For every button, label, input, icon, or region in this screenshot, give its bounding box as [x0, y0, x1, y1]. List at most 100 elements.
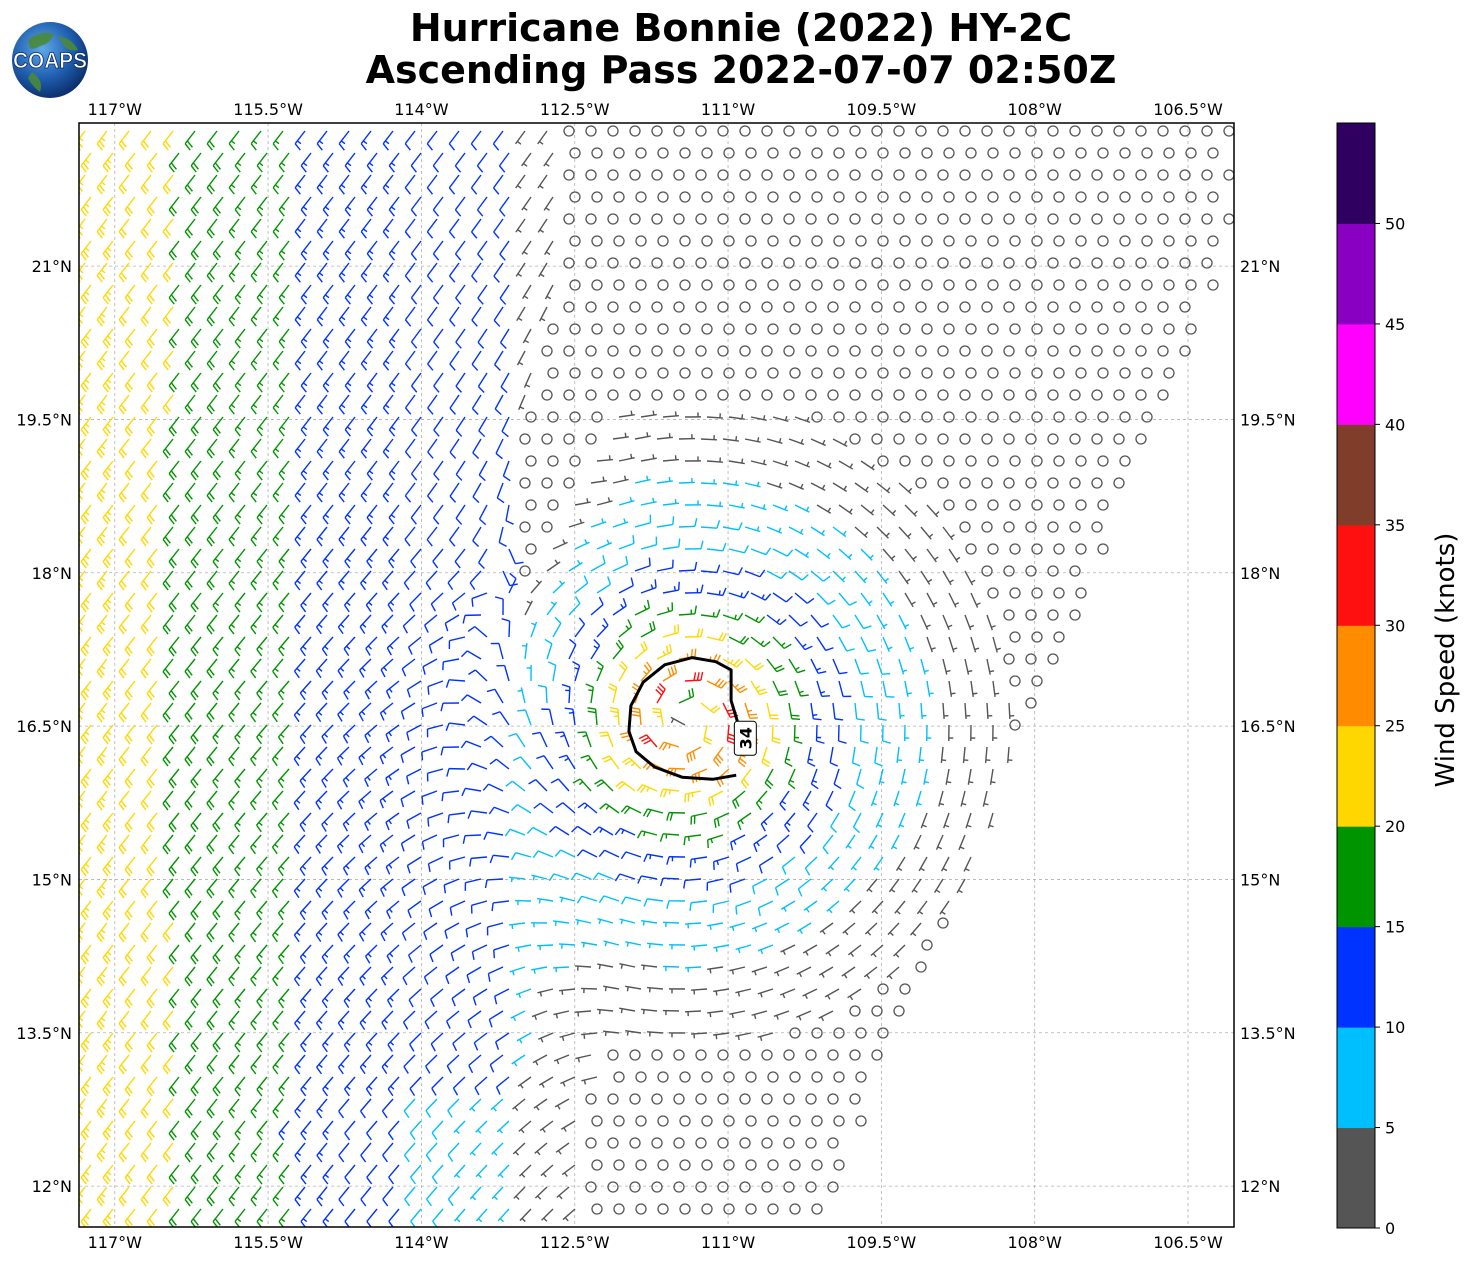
wind-barb [316, 1098, 328, 1119]
wind-barb [552, 580, 566, 594]
wind-barb [745, 367, 757, 379]
wind-barb [871, 301, 883, 313]
wind-barb [322, 1076, 334, 1097]
wind-barb [1047, 169, 1059, 181]
wind-barb [783, 389, 795, 401]
wind-barb [512, 756, 532, 770]
wind-barb [212, 1076, 224, 1097]
wind-barb [338, 438, 350, 459]
wind-barb [212, 196, 224, 217]
wind-barb [124, 504, 136, 525]
wind-barb [942, 614, 953, 631]
wind-barb [477, 328, 488, 349]
wind-barb [678, 434, 696, 440]
wind-barb [920, 812, 928, 829]
wind-barb [868, 834, 878, 850]
wind-barb [739, 125, 751, 137]
wind-barb [206, 438, 218, 459]
wind-barb [228, 922, 240, 943]
wind-barb [920, 570, 933, 585]
wind-barb [827, 257, 839, 269]
wind-barb [943, 812, 950, 829]
wind-barb [102, 152, 114, 173]
wind-barb [965, 499, 977, 511]
lat-tick-label-left: 19.5°N [16, 410, 72, 429]
wind-barb [102, 680, 114, 701]
wind-barb [206, 614, 218, 635]
wind-barb [124, 900, 136, 921]
wind-barb [336, 834, 350, 854]
wind-barb [1135, 257, 1147, 269]
wind-barb [321, 680, 334, 701]
wind-barb [1003, 169, 1015, 181]
wind-barb [212, 680, 224, 701]
wind-barb [102, 636, 114, 657]
wind-barb [943, 411, 955, 423]
wind-barb [533, 802, 554, 814]
wind-barb [360, 1142, 372, 1163]
lon-tick-label-bottom: 117°W [88, 1233, 143, 1252]
wind-barb [750, 680, 768, 696]
wind-barb [1047, 389, 1059, 401]
wind-barb [1003, 521, 1015, 533]
wind-barb [596, 576, 612, 594]
wind-barb [278, 944, 290, 965]
wind-barb [1003, 433, 1015, 445]
wind-barb [992, 680, 1000, 697]
wind-barb [684, 412, 702, 418]
wind-barb [425, 570, 438, 591]
wind-barb [79, 1010, 86, 1031]
wind-barb [428, 636, 444, 654]
wind-barb [959, 301, 971, 313]
wind-barb [629, 125, 641, 137]
wind-barb [772, 680, 788, 697]
wind-barb [796, 1010, 812, 1021]
wind-barb [250, 438, 262, 459]
wind-barb [228, 1054, 240, 1075]
wind-barb [965, 279, 977, 291]
wind-barb [124, 680, 136, 701]
wind-barb [206, 130, 218, 151]
wind-barb [277, 768, 290, 789]
wind-barb [629, 301, 641, 313]
wind-barb [876, 658, 891, 675]
wind-barb [640, 497, 657, 506]
wind-barb [184, 438, 196, 459]
wind-barb [625, 941, 642, 947]
wind-barb [640, 536, 658, 550]
wind-barb [250, 658, 262, 679]
wind-barb [409, 1076, 422, 1096]
wind-barb [382, 218, 394, 239]
wind-barb [789, 1159, 801, 1171]
wind-barb [118, 570, 130, 591]
wind-barb [899, 147, 911, 159]
wind-barb [299, 724, 312, 745]
wind-barb [989, 768, 996, 785]
wind-barb [504, 828, 526, 837]
wind-barb [315, 922, 328, 943]
wind-barb [228, 174, 240, 195]
wind-barb [525, 411, 537, 423]
wind-barb [146, 900, 158, 921]
wind-barb [321, 944, 334, 965]
wind-barb [403, 1054, 416, 1074]
wind-barb [299, 900, 312, 921]
wind-barb [1185, 147, 1197, 159]
wind-barb [871, 213, 883, 225]
wind-barb [596, 660, 604, 682]
wind-barb [832, 658, 848, 675]
wind-barb [124, 636, 136, 657]
wind-barb [228, 966, 240, 987]
wind-barb [832, 438, 848, 447]
wind-barb [854, 658, 869, 675]
wind-barb [96, 262, 108, 283]
wind-barb [640, 621, 656, 638]
wind-barb [140, 614, 152, 635]
wind-barb [300, 284, 312, 305]
wind-barb [592, 826, 614, 836]
wind-barb [454, 152, 466, 173]
wind-barb [1069, 565, 1081, 577]
wind-barb [299, 856, 312, 877]
wind-barb [548, 873, 570, 882]
wind-barb [987, 191, 999, 203]
